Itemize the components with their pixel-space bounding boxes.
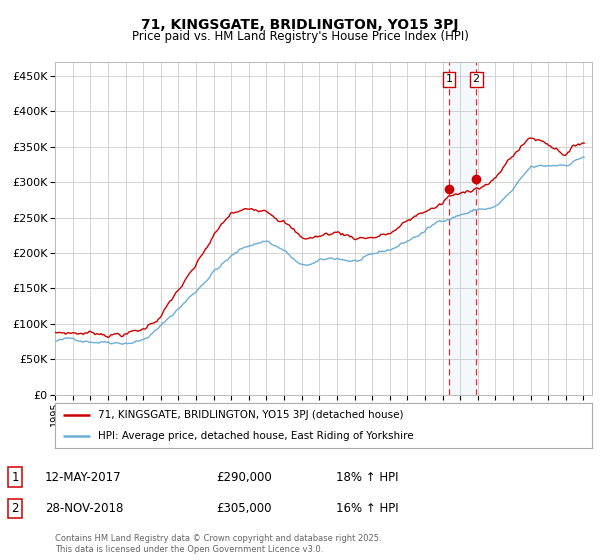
- Text: £305,000: £305,000: [216, 502, 271, 515]
- Bar: [449, 62, 476, 395]
- Text: 71, KINGSGATE, BRIDLINGTON, YO15 3PJ: 71, KINGSGATE, BRIDLINGTON, YO15 3PJ: [141, 18, 459, 32]
- Text: 2: 2: [11, 502, 19, 515]
- Text: 18% ↑ HPI: 18% ↑ HPI: [336, 470, 398, 484]
- Text: HPI: Average price, detached house, East Riding of Yorkshire: HPI: Average price, detached house, East…: [98, 431, 414, 441]
- Text: 1: 1: [11, 470, 19, 484]
- Text: £290,000: £290,000: [216, 470, 272, 484]
- Text: 16% ↑ HPI: 16% ↑ HPI: [336, 502, 398, 515]
- Text: 28-NOV-2018: 28-NOV-2018: [45, 502, 124, 515]
- Text: 2: 2: [473, 74, 480, 85]
- Text: 1: 1: [445, 74, 452, 85]
- Text: Contains HM Land Registry data © Crown copyright and database right 2025.
This d: Contains HM Land Registry data © Crown c…: [55, 534, 382, 554]
- Text: 12-MAY-2017: 12-MAY-2017: [45, 470, 122, 484]
- Text: 71, KINGSGATE, BRIDLINGTON, YO15 3PJ (detached house): 71, KINGSGATE, BRIDLINGTON, YO15 3PJ (de…: [98, 410, 404, 421]
- Text: Price paid vs. HM Land Registry's House Price Index (HPI): Price paid vs. HM Land Registry's House …: [131, 30, 469, 43]
